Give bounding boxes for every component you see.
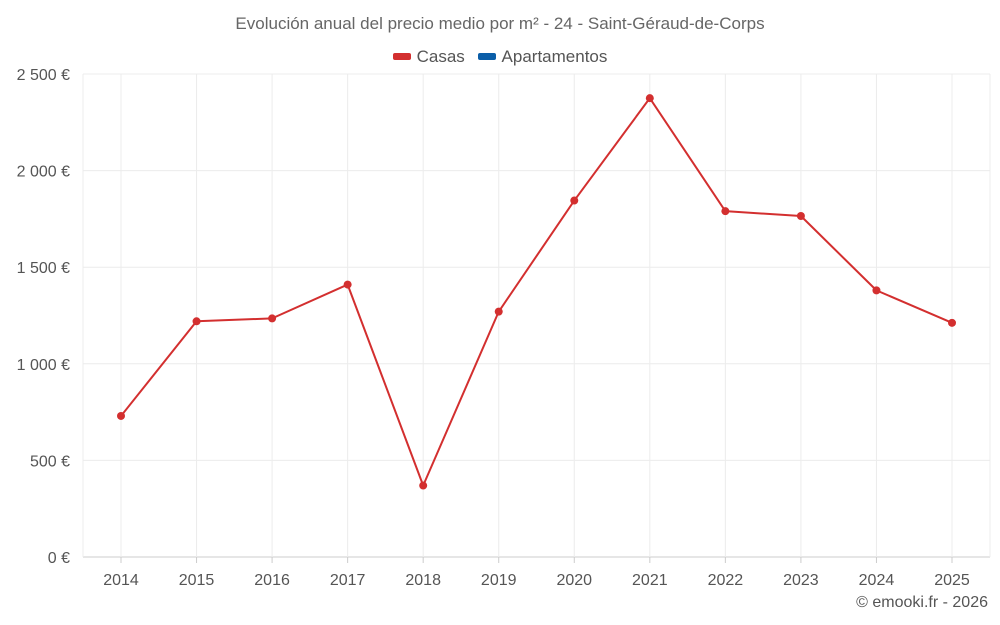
y-tick-label: 1 500 € <box>17 260 70 277</box>
legend-swatch-casas <box>392 53 411 60</box>
x-tick-label: 2019 <box>481 572 517 589</box>
chart-legend: Casas Apartamentos <box>0 45 1000 67</box>
series-line-casas <box>120 97 953 487</box>
y-tick-label: 2 500 € <box>17 67 70 84</box>
legend-item-casas[interactable]: Casas <box>392 46 465 67</box>
legend-item-apartamentos[interactable]: Apartamentos <box>477 46 608 67</box>
y-tick-label: 1 000 € <box>17 357 70 374</box>
y-tick-label: 500 € <box>30 453 70 470</box>
x-tick-label: 2023 <box>783 572 819 589</box>
legend-swatch-apartamentos <box>477 53 496 60</box>
data-point <box>872 286 881 295</box>
y-tick-label: 0 € <box>48 550 70 567</box>
legend-label-apartamentos: Apartamentos <box>501 46 608 66</box>
x-tick-label: 2015 <box>179 572 215 589</box>
data-point <box>570 196 579 205</box>
data-point <box>796 212 805 221</box>
x-tick-label: 2016 <box>254 572 290 589</box>
data-point <box>721 207 730 216</box>
data-point <box>343 280 352 289</box>
x-tick-label: 2025 <box>934 572 970 589</box>
x-tick-label: 2017 <box>330 572 366 589</box>
data-point <box>419 481 428 490</box>
chart-title: Evolución anual del precio medio por m² … <box>235 14 765 33</box>
x-tick-label: 2018 <box>405 572 441 589</box>
data-point <box>117 411 125 420</box>
x-tick-label: 2014 <box>103 572 139 589</box>
x-tick-label: 2024 <box>859 572 895 589</box>
copyright-credit: © emooki.fr - 2026 <box>856 594 988 611</box>
data-point <box>494 307 503 316</box>
data-point <box>645 94 654 103</box>
data-point <box>948 318 956 327</box>
y-tick-label: 2 000 € <box>17 164 70 181</box>
data-point <box>192 317 201 326</box>
x-tick-label: 2022 <box>708 572 744 589</box>
data-point <box>268 314 277 323</box>
x-tick-label: 2021 <box>632 572 668 589</box>
x-tick-label: 2020 <box>556 572 592 589</box>
legend-label-casas: Casas <box>416 46 465 66</box>
